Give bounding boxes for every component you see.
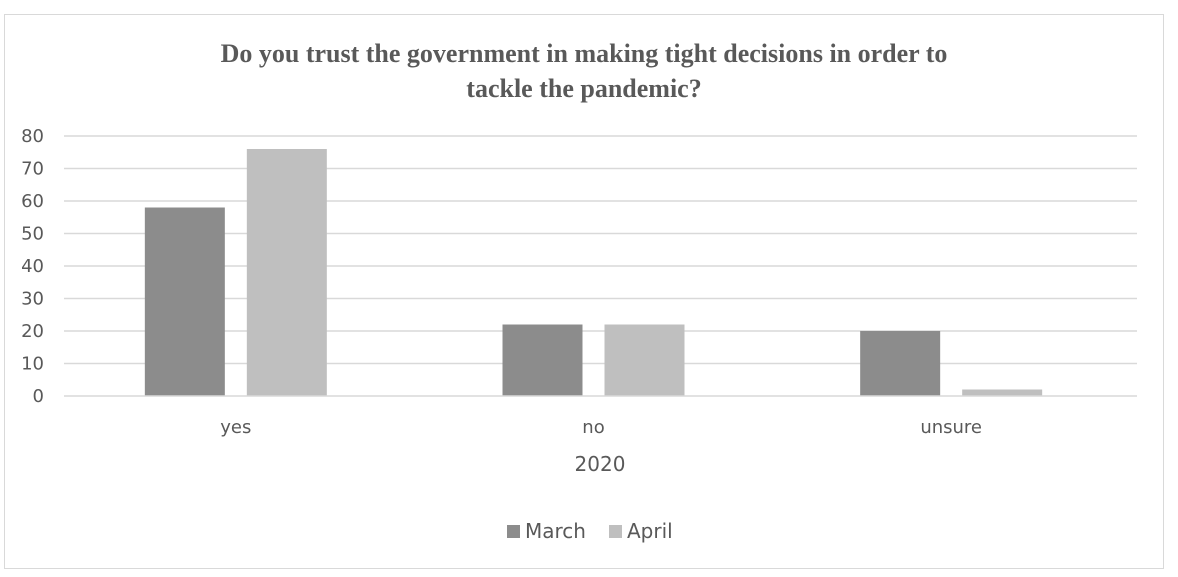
bar-march-yes: [144, 207, 225, 396]
chart-frame: [4, 14, 1164, 569]
y-tick-label: 70: [21, 159, 44, 180]
x-axis-title: 2020: [575, 452, 626, 476]
legend-swatch-march: [507, 525, 520, 538]
x-category-label: unsure: [920, 417, 982, 438]
x-category-label: yes: [220, 417, 251, 438]
legend-label-march: March: [525, 519, 586, 543]
x-category-label: no: [582, 417, 604, 438]
bar-march-unsure: [860, 331, 941, 396]
y-tick-label: 50: [21, 224, 44, 245]
gridlines: [64, 135, 1137, 365]
y-tick-label: 60: [21, 191, 44, 212]
y-tick-label: 40: [21, 256, 44, 277]
bar-march-no: [502, 324, 583, 396]
y-tick-label: 30: [21, 289, 44, 310]
y-tick-label: 10: [21, 354, 44, 375]
chart-title-line-2: tackle the pandemic?: [466, 74, 701, 103]
bars: [144, 149, 1043, 396]
chart-title-line-1: Do you trust the government in making ti…: [221, 39, 948, 68]
bar-april-no: [604, 324, 685, 396]
legend-swatch-april: [609, 525, 622, 538]
x-axis-category-labels: yes no unsure: [220, 417, 982, 438]
y-tick-label: 80: [21, 126, 44, 147]
bar-april-unsure: [962, 389, 1043, 396]
bar-april-yes: [246, 149, 327, 396]
y-axis-tick-labels: 0 10 20 30 40 50 60 70 80: [21, 126, 44, 407]
chart-title: Do you trust the government in making ti…: [221, 39, 948, 103]
legend: March April: [507, 519, 673, 543]
y-tick-label: 0: [33, 386, 44, 407]
y-tick-label: 20: [21, 321, 44, 342]
legend-label-april: April: [627, 519, 673, 543]
